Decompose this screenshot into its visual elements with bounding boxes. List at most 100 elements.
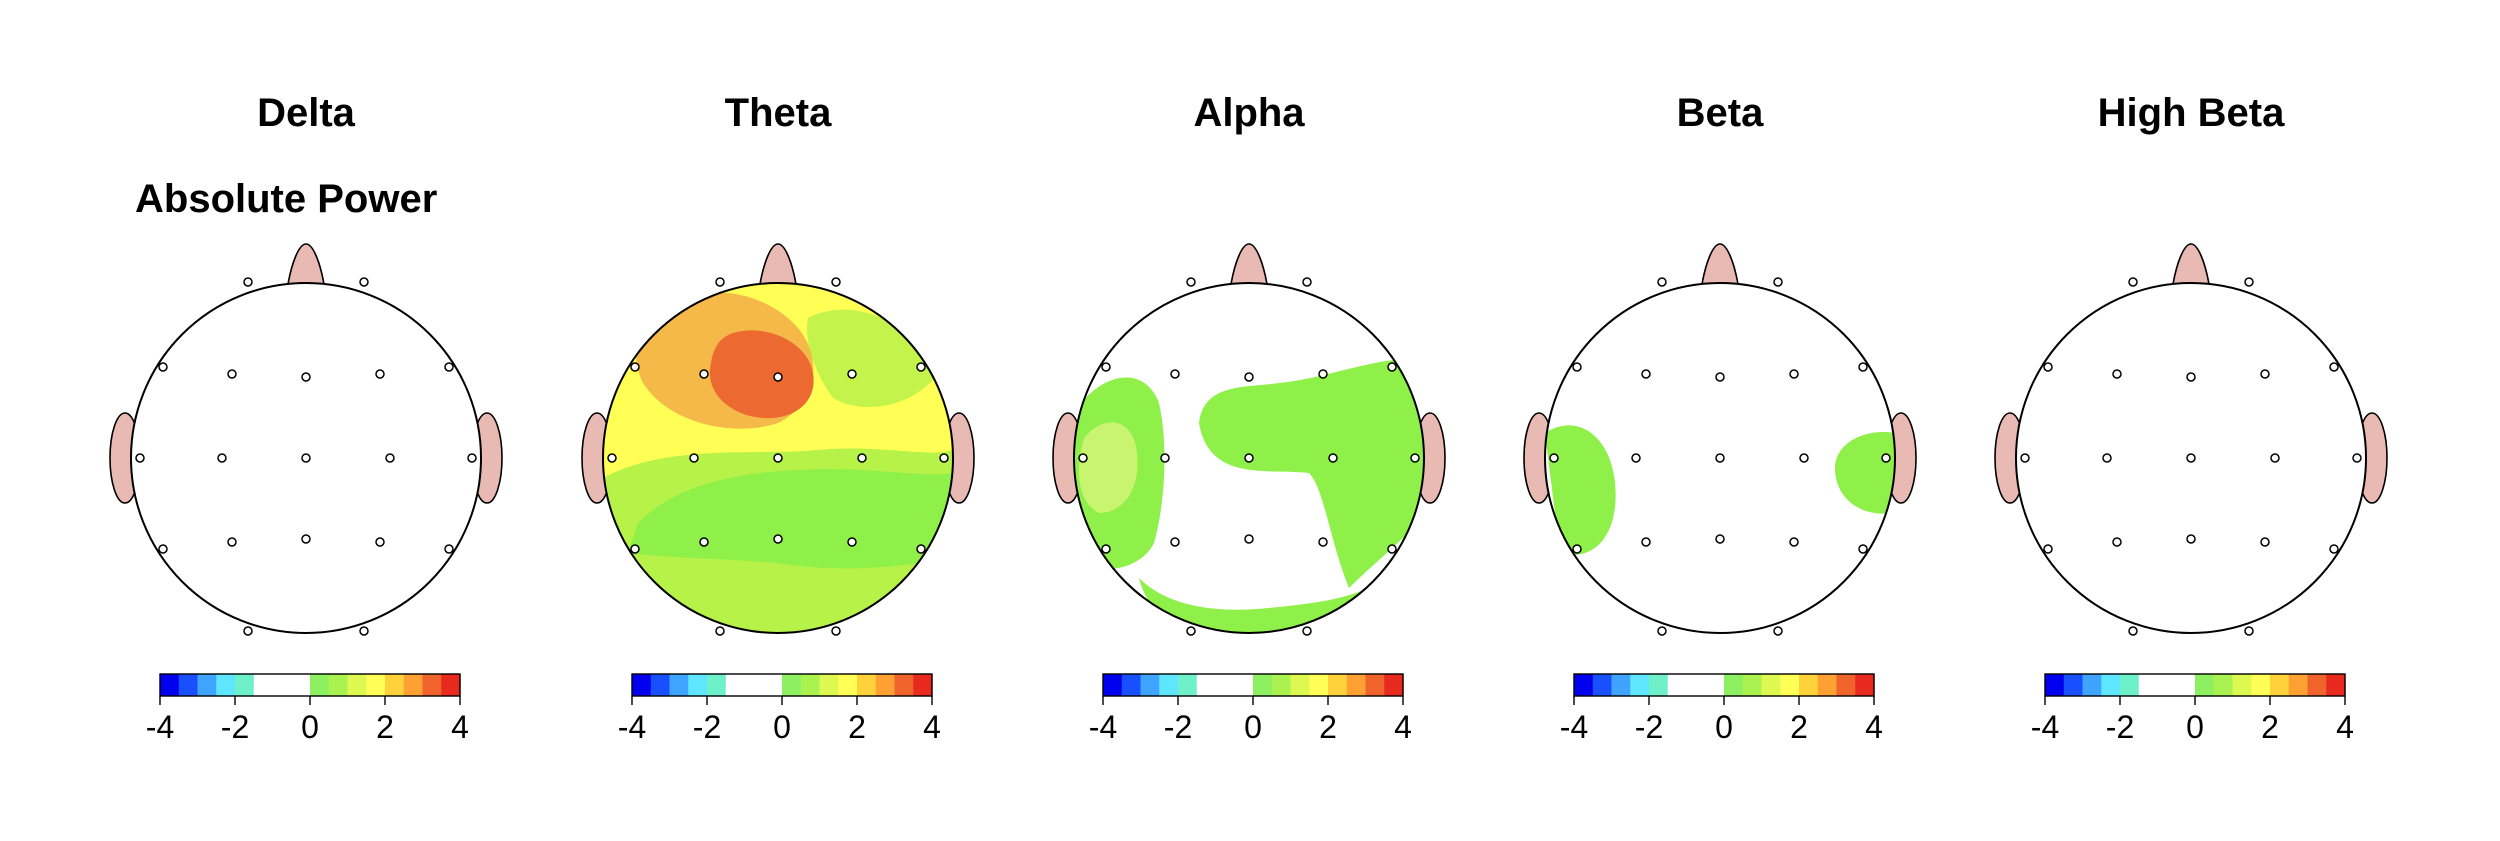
colorbar-segment: [744, 674, 764, 696]
electrode-marker: [359, 277, 369, 287]
electrode-marker: [1101, 544, 1111, 554]
electrode-marker: [773, 453, 783, 463]
topomap-panel: Beta -4 -2 0 2 4: [1523, 91, 1917, 745]
electrode-marker: [1572, 544, 1582, 554]
electrode-marker: [1799, 453, 1809, 463]
head-outline: [1544, 282, 1896, 634]
colorbar-segment: [2232, 674, 2252, 696]
power-region: [1835, 432, 1895, 514]
electrode-marker: [1657, 626, 1667, 636]
colorbar-tick-label: -4: [2031, 709, 2059, 745]
colorbar-segment: [894, 674, 914, 696]
electrode-marker: [444, 362, 454, 372]
colorbar-segment: [632, 674, 652, 696]
electrode-marker: [1641, 369, 1651, 379]
electrode-marker: [2043, 544, 2053, 554]
electrode-marker: [227, 369, 237, 379]
nose-icon: [287, 243, 325, 285]
colorbar-tick-label: 2: [2261, 709, 2279, 745]
electrode-marker: [243, 626, 253, 636]
head-outline: [1073, 282, 1425, 634]
electrode-marker: [2112, 537, 2122, 547]
topomap-panel: Alpha -4 -2 0 2 4: [1052, 91, 1446, 745]
colorbar-tick-label: 4: [1394, 709, 1412, 745]
electrode-marker: [217, 453, 227, 463]
colorbar-segment: [422, 674, 442, 696]
electrode-marker: [301, 534, 311, 544]
colorbar-segment: [1384, 674, 1404, 696]
electrode-marker: [2329, 544, 2339, 554]
electrode-marker: [158, 362, 168, 372]
electrode-marker: [2270, 453, 2280, 463]
head-outline: [602, 282, 954, 634]
colorbar-segment: [1159, 674, 1179, 696]
colorbar-tick-label: 4: [2336, 709, 2354, 745]
electrode-marker: [2260, 537, 2270, 547]
colorbar-segment: [875, 674, 896, 696]
colorbar-tick-label: 0: [301, 709, 319, 745]
colorbar-tick-label: 2: [1790, 709, 1808, 745]
colorbar-segment: [291, 674, 311, 696]
colorbar-segment: [669, 674, 689, 696]
colorbar-segment: [1649, 674, 1669, 696]
electrode-marker: [715, 277, 725, 287]
electrode-marker: [158, 544, 168, 554]
colorbar-tick-label: 0: [1715, 709, 1733, 745]
electrode-marker: [2112, 369, 2122, 379]
colorbar-segment: [1140, 674, 1160, 696]
electrode-marker: [2329, 362, 2339, 372]
colorbar-segment: [1667, 674, 1688, 696]
nose-icon: [2172, 243, 2210, 285]
colorbar-segment: [197, 674, 217, 696]
electrode-marker: [1631, 453, 1641, 463]
colorbar-segment: [725, 674, 746, 696]
colorbar-tick-label: -4: [618, 709, 646, 745]
electrode-marker: [1858, 544, 1868, 554]
electrode-marker: [2020, 453, 2030, 463]
band-title: Delta: [257, 91, 356, 135]
electrode-marker: [1318, 537, 1328, 547]
colorbar-segment: [1705, 674, 1725, 696]
electrode-marker: [2352, 453, 2362, 463]
colorbar-segment: [1196, 674, 1217, 696]
colorbar-tick-label: -2: [693, 709, 721, 745]
electrode-marker: [689, 453, 699, 463]
colorbar-segment: [857, 674, 877, 696]
colorbar-segment: [1290, 674, 1310, 696]
electrode-marker: [773, 372, 783, 382]
nose-icon: [1701, 243, 1739, 285]
electrode-marker: [2102, 453, 2112, 463]
electrode-marker: [1858, 362, 1868, 372]
electrode-marker: [847, 537, 857, 547]
head-outline: [2015, 282, 2367, 634]
colorbar-segment: [650, 674, 671, 696]
colorbar-segment: [1328, 674, 1348, 696]
colorbar-tick-label: 2: [848, 709, 866, 745]
electrode-marker: [1170, 537, 1180, 547]
colorbar-segment: [385, 674, 405, 696]
colorbar-segment: [2288, 674, 2309, 696]
electrode-marker: [2186, 534, 2196, 544]
colorbar-segment: [819, 674, 839, 696]
topomap-panel: Delta -4 -2 0 2 4: [109, 91, 503, 745]
colorbar-tick-label: 4: [1865, 709, 1883, 745]
electrode-marker: [1715, 534, 1725, 544]
colorbar-segment: [403, 674, 424, 696]
colorbar-segment: [441, 674, 461, 696]
electrode-marker: [916, 362, 926, 372]
colorbar-tick-label: -2: [2106, 709, 2134, 745]
electrode-marker: [1170, 369, 1180, 379]
colorbar-segment: [2326, 674, 2346, 696]
electrode-marker: [1244, 453, 1254, 463]
electrode-marker: [375, 369, 385, 379]
colorbar-segment: [688, 674, 708, 696]
row-label: Absolute Power: [135, 177, 437, 221]
electrode-marker: [831, 277, 841, 287]
colorbar-segment: [1686, 674, 1706, 696]
colorbar-tick-label: -2: [221, 709, 249, 745]
power-region: [709, 330, 814, 419]
electrode-marker: [1101, 362, 1111, 372]
electrode-marker: [2128, 277, 2138, 287]
power-region: [628, 469, 953, 569]
electrode-marker: [939, 453, 949, 463]
